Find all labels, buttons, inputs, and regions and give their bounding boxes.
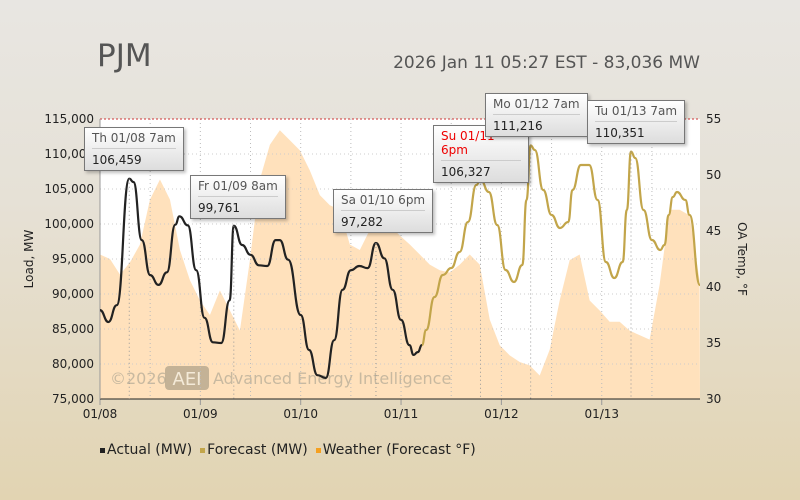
tooltip-label: Fr 01/09 8am (198, 179, 278, 197)
x-tick-label: 01/12 (484, 407, 519, 421)
y-tick-label: 85,000 (52, 322, 94, 336)
peak-tooltip: Tu 01/13 7am 110,351 (587, 100, 686, 144)
x-tick-label: 01/08 (83, 407, 118, 421)
peak-tooltip: Fr 01/09 8am 99,761 (190, 175, 286, 219)
watermark-logo-badge (165, 366, 209, 390)
legend-label: Actual (MW) (107, 442, 193, 458)
y-tick-label: 90,000 (52, 287, 94, 301)
y-tick-label: 110,000 (44, 147, 94, 161)
legend-item-forecast[interactable]: Forecast (MW) (200, 442, 308, 458)
peak-tooltip: Sa 01/10 6pm 97,282 (333, 189, 434, 233)
y2-tick-label: 45 (706, 224, 721, 238)
x-tick-label: 01/09 (183, 407, 218, 421)
tooltip-value: 111,216 (493, 119, 543, 133)
watermark-company: Advanced Energy Intelligence (213, 369, 451, 388)
tooltip-label: Su 01/11 6pm (441, 129, 521, 161)
page-title: PJM (97, 38, 152, 74)
legend-label: Forecast (MW) (207, 442, 308, 458)
peak-tooltip: Th 01/08 7am 106,459 (84, 127, 184, 171)
y-tick-label: 95,000 (52, 252, 94, 266)
y-tick-label: 100,000 (44, 217, 94, 231)
x-tick-label: 01/13 (584, 407, 619, 421)
tooltip-value: 106,459 (92, 153, 142, 167)
y-tick-label: 75,000 (52, 392, 94, 406)
y-tick-label: 105,000 (44, 182, 94, 196)
tooltip-value: 110,351 (595, 126, 645, 140)
legend-label: Weather (Forecast °F) (322, 442, 476, 458)
watermark-logo: AEI (173, 369, 202, 390)
tooltip-value: 106,327 (441, 165, 491, 179)
forecast-line (420, 144, 702, 347)
y-tick-label: 115,000 (44, 112, 94, 126)
tooltip-label: Sa 01/10 6pm (341, 193, 426, 211)
x-tick-label: 01/10 (283, 407, 318, 421)
legend-item-weather[interactable]: Weather (Forecast °F) (315, 442, 476, 458)
weather-area (100, 130, 700, 399)
current-load-status: 2026 Jan 11 05:27 EST - 83,036 MW (393, 53, 700, 73)
peak-tooltip: Mo 01/12 7am 111,216 (485, 93, 588, 137)
y2-tick-label: 35 (706, 336, 721, 350)
y2-tick-label: 50 (706, 168, 721, 182)
tooltip-label: Tu 01/13 7am (595, 104, 678, 122)
y2-axis-label: OA Temp, °F (735, 222, 749, 296)
y2-tick-label: 30 (706, 392, 721, 406)
legend-item-actual[interactable]: Actual (MW) (100, 442, 192, 458)
y2-tick-label: 55 (706, 112, 721, 126)
y2-tick-label: 40 (706, 280, 721, 294)
tooltip-value: 97,282 (341, 215, 383, 229)
y-tick-label: 80,000 (52, 357, 94, 371)
tooltip-label: Mo 01/12 7am (493, 97, 580, 115)
chart-legend: Actual (MW) Forecast (MW) Weather (Forec… (100, 442, 476, 458)
tooltip-value: 99,761 (198, 201, 240, 215)
watermark-copyright: ©2026 (110, 369, 167, 388)
tooltip-label: Th 01/08 7am (92, 131, 176, 149)
y-axis-label: Load, MW (22, 230, 36, 289)
x-tick-label: 01/11 (384, 407, 419, 421)
